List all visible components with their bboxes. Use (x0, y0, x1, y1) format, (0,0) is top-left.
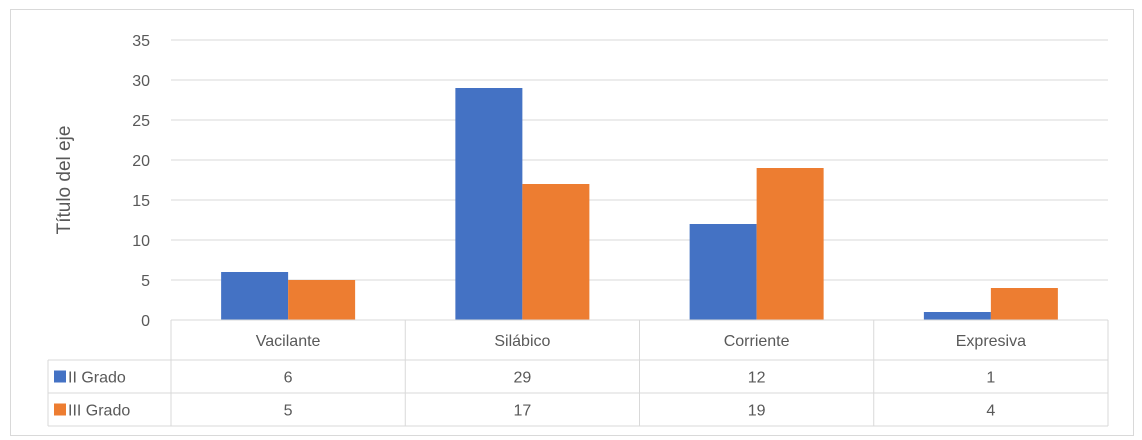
table-cell: 1 (986, 370, 995, 387)
legend-key (54, 370, 66, 383)
y-tick-label: 10 (132, 233, 150, 250)
y-tick-labels: 0 5 10 15 20 25 30 35 (132, 33, 150, 330)
bar-ii-grado (923, 312, 991, 320)
y-tick-label: 15 (132, 193, 150, 210)
legend-label: II Grado (68, 370, 126, 387)
bar-iii-grado (990, 288, 1058, 320)
table-cell: 19 (748, 403, 766, 420)
table-cell: 5 (284, 403, 293, 420)
table-cell: 12 (748, 370, 766, 387)
y-tick-label: 20 (132, 153, 150, 170)
data-table: Vacilante Silábico Corriente Expresiva II Gr… (47, 319, 1109, 427)
bar-ii-grado (689, 224, 757, 320)
table-cell: 29 (513, 370, 531, 387)
legend-label: III Grado (68, 403, 130, 420)
y-tick-label: 30 (132, 73, 150, 90)
y-tick-label: 25 (132, 113, 150, 130)
bars (221, 88, 1058, 320)
bar-ii-grado (221, 272, 289, 320)
y-axis-title: Título del eje (54, 126, 75, 235)
bar-ii-grado (455, 88, 523, 320)
y-tick-label: 0 (141, 313, 150, 330)
category-label: Vacilante (256, 333, 321, 350)
y-tick-label: 35 (132, 33, 150, 50)
category-label: Corriente (724, 333, 790, 350)
category-label: Silábico (494, 333, 550, 350)
gridlines (171, 39, 1108, 281)
table-cell: 6 (284, 370, 293, 387)
table-cell: 17 (513, 403, 531, 420)
bar-iii-grado (288, 280, 356, 320)
legend-key (54, 403, 66, 416)
y-tick-label: 5 (141, 273, 150, 290)
bar-iii-grado (522, 184, 590, 320)
category-label: Expresiva (956, 333, 1026, 350)
bar-iii-grado (756, 168, 824, 320)
table-cell: 4 (986, 403, 995, 420)
